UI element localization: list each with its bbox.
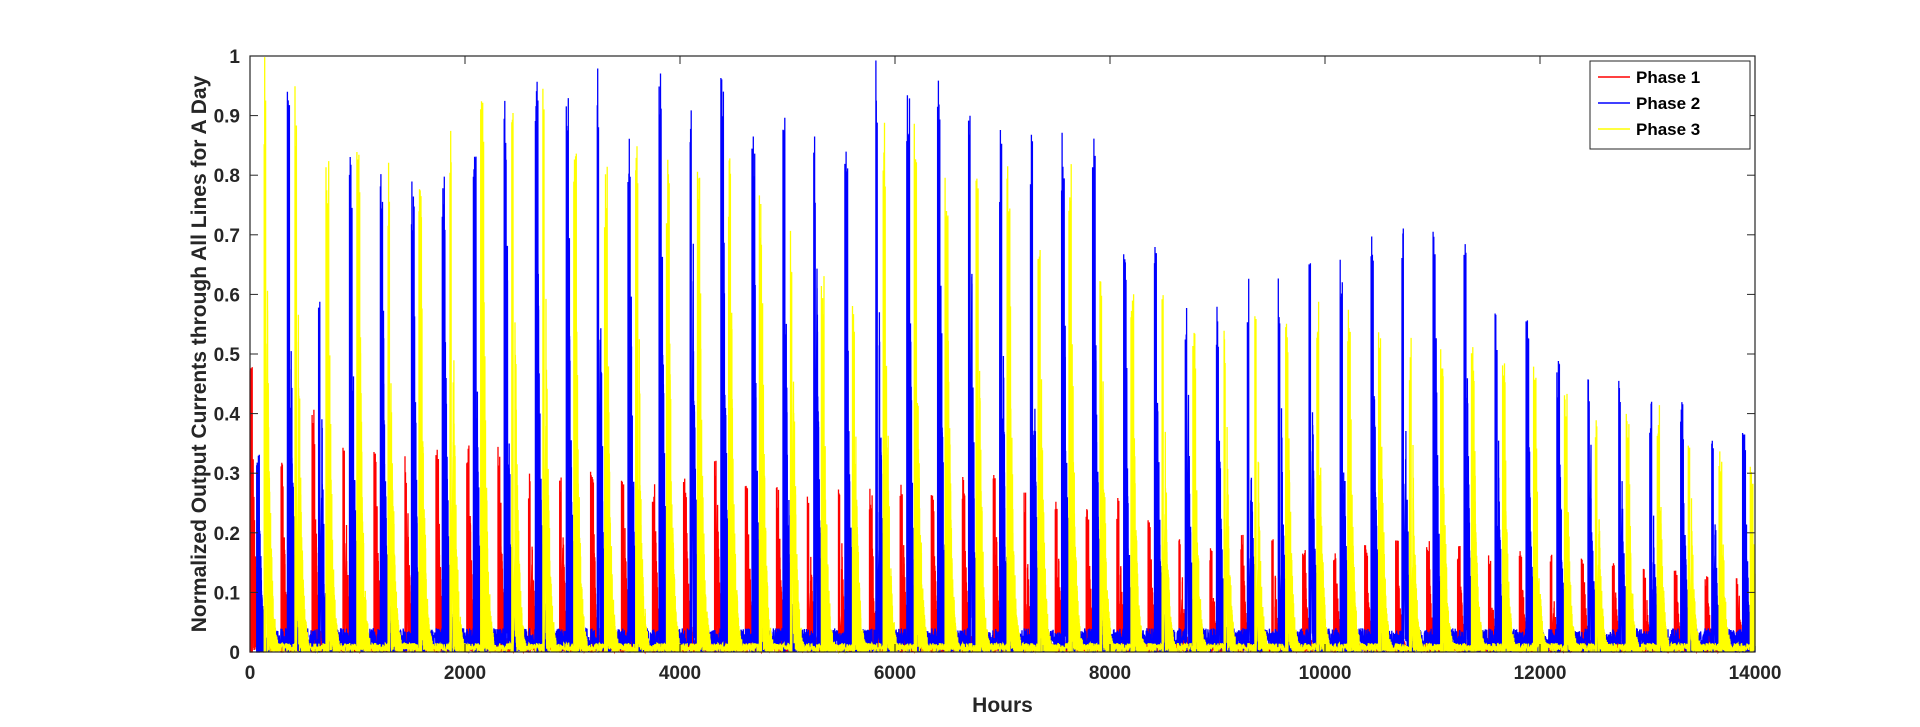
series-layer xyxy=(249,57,1756,655)
x-tick-label: 4000 xyxy=(659,663,701,684)
x-tick-label: 6000 xyxy=(874,663,916,684)
series-3 xyxy=(263,57,1756,655)
y-tick-label: 0.4 xyxy=(214,405,241,426)
y-tick-label: 0.8 xyxy=(214,166,240,187)
y-tick-label: 0.9 xyxy=(214,107,240,128)
y-tick-label: 0.1 xyxy=(214,583,241,604)
legend-box xyxy=(1589,60,1751,150)
legend-label: Phase 2 xyxy=(1636,94,1700,113)
x-tick-label: 0 xyxy=(245,663,256,684)
legend-label: Phase 1 xyxy=(1636,68,1700,87)
series-line-phase-3 xyxy=(263,57,1756,655)
legend-label: Phase 3 xyxy=(1636,120,1700,139)
y-tick-label: 0.7 xyxy=(214,226,240,247)
x-tick-label: 2000 xyxy=(444,663,486,684)
y-tick-label: 0.5 xyxy=(214,345,241,366)
x-tick-label: 14000 xyxy=(1729,663,1782,684)
legend: Phase 1 Phase 2 Phase 3 xyxy=(1589,60,1751,150)
y-tick-label: 0 xyxy=(229,643,240,664)
y-axis-title: Normalized Output Currents through All L… xyxy=(188,75,211,632)
ticks-layer: 0 2000 4000 6000 8000 10000 12000 14000 0 0.1 0.2 0… xyxy=(214,47,1782,684)
y-tick-label: 0.2 xyxy=(214,524,240,545)
x-tick-label: 12000 xyxy=(1514,663,1567,684)
x-tick-label: 8000 xyxy=(1089,663,1131,684)
x-axis-title: Hours xyxy=(972,694,1033,717)
y-tick-label: 0.3 xyxy=(214,464,240,485)
plot-area: 0 2000 4000 6000 8000 10000 12000 14000 0 0.1 0.2 0… xyxy=(214,47,1782,684)
y-tick-label: 1 xyxy=(229,47,240,68)
x-tick-label: 10000 xyxy=(1299,663,1352,684)
y-tick-label: 0.6 xyxy=(214,285,240,306)
